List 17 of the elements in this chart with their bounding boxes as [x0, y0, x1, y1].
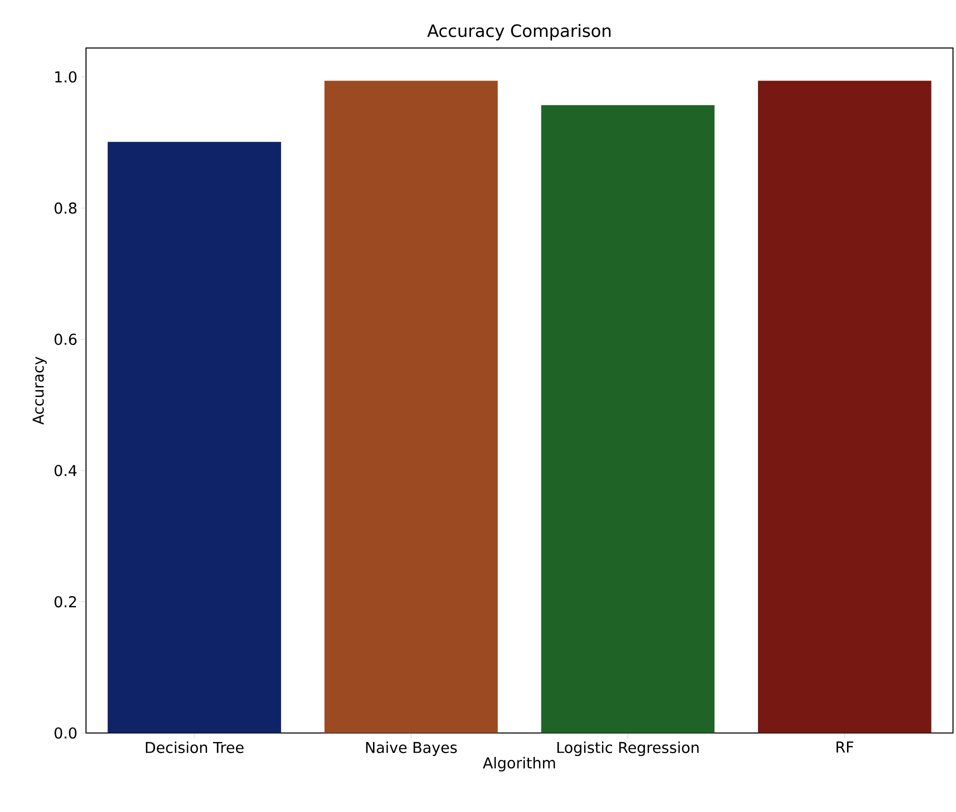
x-tick-label: Decision Tree: [146, 742, 244, 754]
x-tick-label: Logistic Regression: [557, 742, 699, 756]
bar: [108, 142, 282, 733]
x-axis-title: Algorithm: [482, 756, 555, 772]
bar: [541, 105, 715, 733]
y-tick-label: 0.0: [54, 727, 76, 739]
y-axis-title: Accuracy: [32, 356, 47, 425]
x-tick-label: RF: [836, 742, 854, 752]
bar: [324, 80, 498, 733]
y-tick-label: 1.0: [55, 71, 76, 83]
bar: [758, 80, 932, 733]
y-tick-label: 0.6: [54, 334, 77, 345]
chart-title: Accuracy Comparison: [427, 24, 610, 40]
y-tick-label: 0.4: [54, 464, 77, 476]
y-tick-label: 0.8: [54, 202, 76, 214]
y-tick-label: 0.2: [54, 596, 76, 608]
x-tick-label: Naive Bayes: [366, 742, 457, 756]
